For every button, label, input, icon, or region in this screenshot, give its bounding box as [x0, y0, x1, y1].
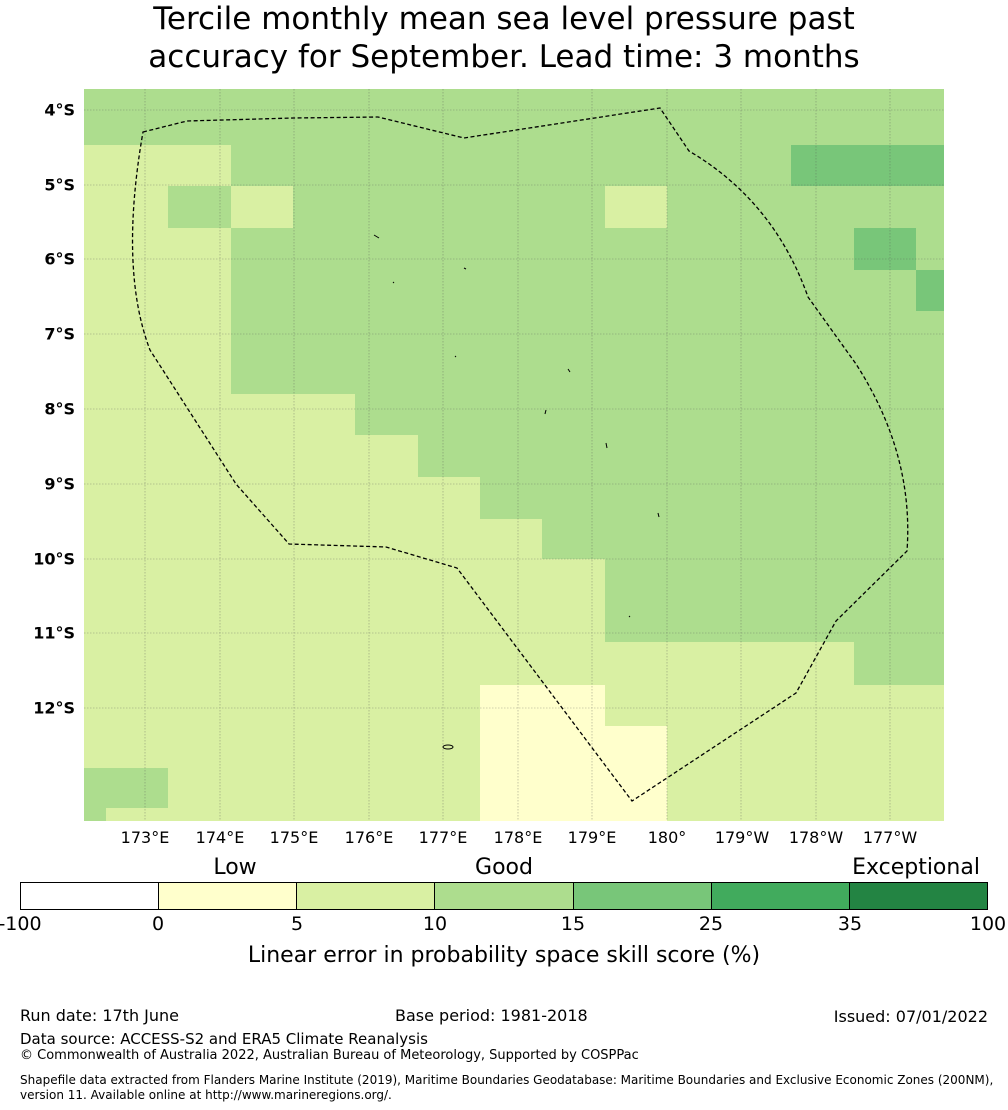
lon-label-173e: 173°E [120, 828, 170, 847]
colorbar [20, 882, 988, 910]
lon-label-179w: 179°W [714, 828, 770, 847]
skill-region-good-sw-corner [84, 808, 106, 821]
title-line-2: accuracy for September. Lead time: 3 mon… [148, 39, 860, 75]
lat-label-4s: 4°S [44, 100, 75, 120]
lat-label-7s: 7°S [44, 324, 75, 344]
lon-label-179e: 179°E [567, 828, 617, 847]
chart-title: Tercile monthly mean sea level pressure … [0, 0, 1008, 76]
issued-date: Issued: 07/01/2022 [833, 1007, 988, 1026]
colorbar-segment-7 [849, 883, 987, 909]
category-exceptional: Exceptional [852, 855, 980, 880]
lat-label-9s: 9°S [44, 474, 75, 494]
lon-label-177w: 177°W [862, 828, 918, 847]
colorbar-segment-4 [435, 883, 574, 909]
colorbar-segment-2 [159, 883, 298, 909]
colorbar-segment-5 [573, 883, 712, 909]
colorbar-segment-1 [21, 883, 160, 909]
copyright: © Commonwealth of Australia 2022, Austra… [20, 1048, 639, 1063]
lon-label-176e: 176°E [344, 828, 394, 847]
category-good: Good [475, 855, 533, 880]
lat-label-10s: 10°S [33, 549, 75, 569]
lon-label-178w: 178°W [788, 828, 844, 847]
lat-label-6s: 6°S [44, 249, 75, 269]
skill-region-low-patch-center [605, 186, 667, 228]
tick-100: 100 [969, 913, 1007, 935]
lat-label-8s: 8°S [44, 399, 75, 419]
lat-label-12s: 12°S [33, 698, 75, 718]
tick-0: 0 [151, 913, 165, 935]
skill-region-low-patch-west [231, 186, 293, 228]
tick-35: 35 [837, 913, 863, 935]
category-low: Low [213, 855, 257, 880]
skill-grid [84, 89, 944, 821]
skill-region-good-west-patch [168, 186, 231, 228]
shapefile-credit-2: version 11. Available online at http://w… [20, 1088, 392, 1102]
skill-region-good-upper [84, 89, 944, 685]
colorbar-segment-6 [711, 883, 850, 909]
shapefile-credit-1: Shapefile data extracted from Flanders M… [20, 1073, 994, 1087]
skill-region-high-east [854, 228, 916, 270]
tick-minus100: -100 [0, 913, 42, 935]
lat-label-5s: 5°S [44, 175, 75, 195]
tick-15: 15 [560, 913, 586, 935]
run-date: Run date: 17th June [20, 1006, 180, 1025]
data-source: Data source: ACCESS-S2 and ERA5 Climate … [20, 1030, 428, 1048]
tick-5: 5 [290, 913, 304, 935]
lat-label-11s: 11°S [33, 623, 75, 643]
tick-25: 25 [698, 913, 724, 935]
base-period: Base period: 1981-2018 [395, 1006, 588, 1025]
title-line-1: Tercile monthly mean sea level pressure … [153, 1, 855, 37]
skill-score-map [84, 89, 944, 821]
lon-label-174e: 174°E [195, 828, 245, 847]
lon-label-177e: 177°E [418, 828, 468, 847]
lon-label-180: 180° [647, 828, 687, 847]
colorbar-label: Linear error in probability space skill … [247, 943, 761, 968]
skill-region-low-south [480, 685, 667, 821]
colorbar-segment-3 [297, 883, 436, 909]
gridlines [84, 89, 944, 821]
skill-region-high-east-edge [916, 270, 944, 311]
skill-region-high-ne [791, 145, 944, 186]
lon-label-175e: 175°E [269, 828, 319, 847]
skill-region-good-sw-patch [84, 768, 168, 808]
lon-label-178e: 178°E [493, 828, 543, 847]
islands [373, 234, 660, 750]
tick-10: 10 [422, 913, 448, 935]
eez-boundary [131, 107, 909, 802]
